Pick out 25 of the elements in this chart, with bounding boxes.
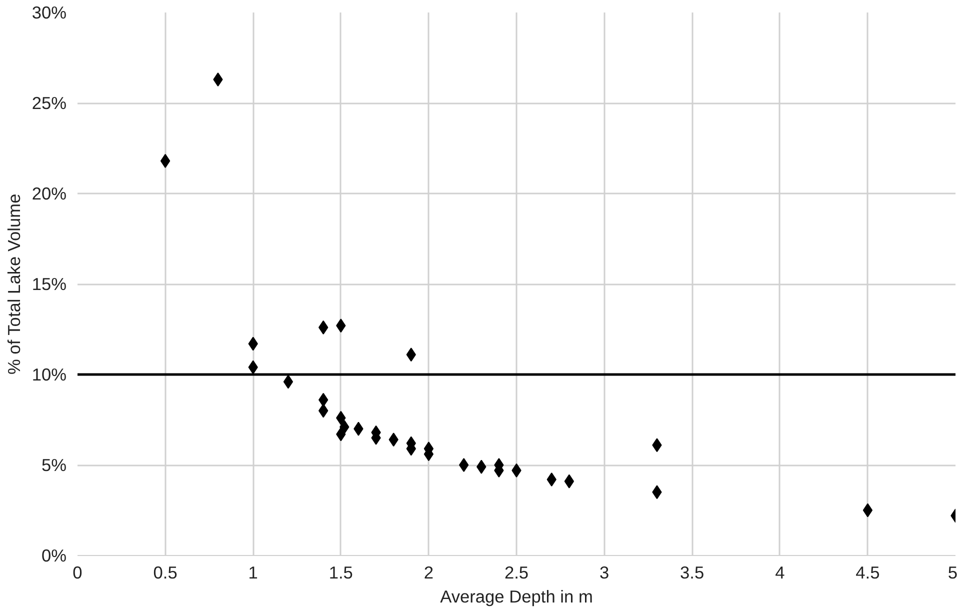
x-tick-label: 3.5 xyxy=(680,562,704,582)
y-axis-title: % of Total Lake Volume xyxy=(4,194,24,375)
y-tick-label: 30% xyxy=(32,2,67,22)
y-tick-label: 25% xyxy=(32,93,67,113)
x-tick-label: 2.5 xyxy=(504,562,529,582)
x-tick-label: 4 xyxy=(775,562,786,582)
x-tick-label: 3 xyxy=(599,562,610,582)
x-tick-label: 2 xyxy=(424,562,434,582)
point xyxy=(862,503,873,518)
point xyxy=(160,154,170,168)
point xyxy=(564,474,574,488)
x-tick-label: 0 xyxy=(72,562,82,582)
y-tick-label: 15% xyxy=(32,274,67,294)
x-tick-label: 1 xyxy=(248,562,258,582)
x-tick-label: 5 xyxy=(948,562,957,582)
y-tick-label: 0% xyxy=(41,546,66,566)
x-tick-label: 0.5 xyxy=(153,562,178,582)
x-axis-title: Average Depth in m xyxy=(440,586,593,606)
point xyxy=(458,458,469,472)
y-tick-label: 5% xyxy=(41,455,66,475)
x-tick-label: 1.5 xyxy=(328,562,353,582)
y-tick-label: 10% xyxy=(32,364,67,384)
point xyxy=(283,374,294,389)
x-tick-label: 4.5 xyxy=(856,562,880,582)
y-tick-label: 20% xyxy=(32,184,67,204)
